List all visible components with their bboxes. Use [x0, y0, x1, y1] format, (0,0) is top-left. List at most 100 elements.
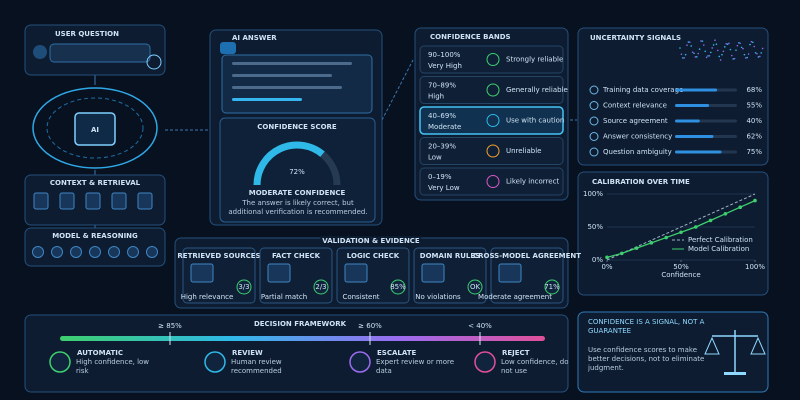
model-icon: [32, 246, 44, 258]
x-tick-label: 100%: [745, 263, 765, 271]
footer-title: CONFIDENCE IS A SIGNAL, NOT A GUARANTEE: [588, 318, 704, 335]
particle: [686, 44, 688, 46]
validation-icon: [344, 263, 368, 283]
particle: [753, 45, 755, 48]
band-range: 0–19%: [428, 173, 452, 181]
particle: [759, 55, 761, 58]
particle: [703, 44, 705, 46]
validation-badge: [236, 279, 252, 295]
label: USER QUESTION: [55, 30, 119, 38]
calibration-panel: [577, 171, 769, 296]
signal-value: 40%: [746, 117, 762, 125]
answer-icon: [220, 42, 236, 54]
particle: [694, 56, 697, 58]
label: CONFIDENCE BANDS: [430, 33, 511, 41]
threshold-label: ≥ 60%: [358, 322, 382, 330]
band-level: Moderate: [428, 123, 461, 131]
particle: [754, 52, 757, 54]
particle: [708, 54, 711, 57]
validation-badge-text: 85%: [390, 283, 406, 291]
answer-line: [232, 86, 342, 89]
action-icon: [349, 351, 371, 373]
action-icon: [474, 351, 496, 373]
validation-badge: [467, 279, 483, 295]
particle: [750, 40, 753, 43]
band-range: 20–39%: [428, 143, 456, 151]
band-description: Unreliable: [506, 147, 541, 155]
validation-icon: [267, 263, 291, 283]
validation-badge: [313, 279, 329, 295]
validation-badge-text: 3/3: [238, 283, 249, 291]
label: CONFIDENCE SCORE: [257, 123, 337, 131]
particle: [736, 44, 739, 47]
signal-name: Source agreement: [603, 117, 668, 125]
x-tick-label: 0%: [601, 263, 612, 271]
validation-badge: [390, 279, 406, 295]
validation-title: DOMAIN RULES: [420, 252, 480, 260]
particle: [731, 54, 733, 57]
label: VALIDATION & EVIDENCE: [322, 237, 420, 245]
particle: [693, 52, 695, 55]
signal-bar: [675, 135, 714, 138]
band-row: [419, 106, 564, 135]
particle: [761, 47, 764, 50]
decision-bar: [60, 336, 545, 341]
particle: [752, 41, 754, 44]
action-icon: [204, 351, 226, 373]
particle: [756, 52, 758, 55]
calibration-point: [753, 198, 757, 203]
band-row: [419, 137, 564, 165]
action-detail: Human review recommended: [231, 358, 282, 375]
answer-line: [232, 74, 332, 77]
band-level: Very High: [428, 62, 462, 70]
particle: [719, 59, 722, 61]
model-icon: [108, 246, 120, 258]
signal-bar: [675, 119, 700, 123]
particle: [749, 43, 751, 46]
action-detail-text: High confidence, low risk: [76, 358, 150, 375]
model-icon: [70, 246, 82, 258]
particle: [698, 48, 701, 50]
context-icon: [137, 192, 153, 210]
calibration-line: [606, 193, 756, 261]
validation-title: RETRIEVED SOURCES: [177, 252, 260, 260]
particle: [726, 43, 729, 46]
band-row: [419, 167, 564, 196]
label: UNCERTAINTY SIGNALS: [590, 34, 681, 42]
validation-badge: [544, 279, 560, 295]
particle: [721, 53, 723, 56]
particle: [701, 40, 704, 42]
model-icon: [51, 246, 63, 258]
particle: [704, 50, 706, 53]
particle: [711, 47, 713, 49]
particle: [747, 53, 750, 55]
particle: [691, 51, 694, 53]
action-title: ESCALATE: [377, 349, 416, 357]
particle: [690, 45, 692, 47]
scale-pan: [704, 336, 766, 355]
particle: [733, 57, 736, 60]
y-tick-label: 100%: [583, 190, 603, 198]
label: AI ANSWER: [232, 34, 277, 42]
footer-text-text: Use confidence scores to make better dec…: [588, 346, 705, 372]
particle: [732, 58, 734, 60]
validation-icon: [190, 263, 214, 283]
particle: [682, 57, 684, 59]
calibration-point: [708, 218, 713, 223]
validation-badge-text: 2/3: [315, 283, 326, 291]
calibration-point: [649, 241, 654, 245]
validation-icon: [498, 263, 522, 283]
validation-icon: [421, 263, 445, 283]
legend-label: Model Calibration: [688, 245, 749, 253]
particle: [712, 44, 715, 46]
particle: [738, 41, 740, 44]
particle: [740, 46, 743, 49]
connector: [381, 59, 414, 121]
action-detail: High confidence, low risk: [76, 358, 150, 375]
y-tick-label: 50%: [587, 223, 603, 231]
band-icon: [486, 144, 500, 158]
band-range: 90–100%: [428, 51, 461, 59]
particle: [757, 56, 760, 58]
particle: [707, 55, 709, 57]
calibration-point: [738, 205, 742, 209]
